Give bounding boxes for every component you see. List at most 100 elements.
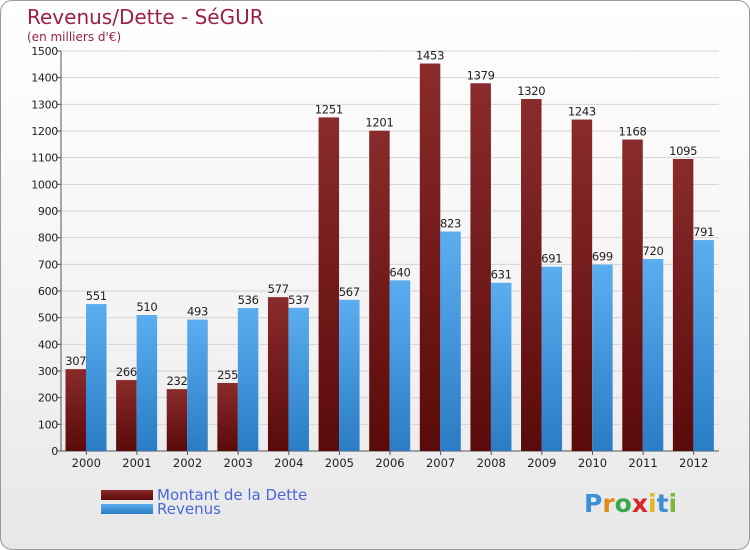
- bar-debt: [672, 159, 694, 451]
- bar-debt: [116, 380, 137, 451]
- y-tick-label: 1400: [31, 72, 58, 85]
- bar-debt: [318, 117, 340, 452]
- bar-revenue: [490, 282, 512, 451]
- bar-debt: [166, 389, 188, 451]
- y-tick-label: 400: [38, 338, 58, 351]
- proxiti-logo: Proxiti: [584, 489, 677, 518]
- data-label-debt: 1168: [618, 125, 646, 139]
- data-label-debt: 307: [65, 354, 86, 368]
- y-tick-label: 700: [38, 258, 58, 271]
- data-label-revenue: 640: [389, 265, 410, 279]
- legend-swatch-debt: [101, 490, 153, 500]
- y-tick-label: 900: [38, 205, 58, 218]
- bar-debt: [217, 383, 238, 451]
- bar-revenue: [592, 264, 613, 451]
- bar-revenue: [86, 304, 107, 451]
- bar-debt: [65, 369, 86, 451]
- x-tick-label: 2009: [527, 456, 556, 470]
- bar-debt: [267, 297, 289, 451]
- data-label-revenue: 720: [642, 244, 663, 258]
- bar-revenue: [693, 240, 714, 451]
- bar-debt: [571, 119, 593, 452]
- data-label-debt: 1095: [669, 144, 697, 158]
- x-tick-label: 2006: [375, 456, 404, 470]
- logo-letter: P: [584, 489, 603, 518]
- x-tick-label: 2012: [679, 456, 708, 470]
- data-label-debt: 232: [166, 374, 187, 388]
- logo-letter: i: [648, 489, 657, 518]
- x-tick-label: 2002: [173, 456, 202, 470]
- bar-debt: [419, 63, 441, 452]
- bar-revenue: [237, 308, 259, 451]
- bar-debt: [622, 139, 643, 452]
- data-label-debt: 1453: [416, 49, 444, 63]
- y-tick-label: 0: [51, 445, 58, 458]
- legend-item-revenue: Revenus: [101, 500, 221, 518]
- x-tick-label: 2011: [628, 456, 657, 470]
- bars: [65, 63, 714, 452]
- data-label-revenue: 823: [440, 217, 461, 231]
- x-tick-label: 2005: [325, 456, 354, 470]
- data-label-revenue: 791: [693, 225, 714, 239]
- y-tick-label: 1100: [31, 152, 58, 165]
- chart-title: Revenus/Dette - SéGUR: [27, 5, 264, 29]
- y-tick-label: 1200: [31, 125, 58, 138]
- legend-label-revenue: Revenus: [157, 500, 221, 518]
- bar-debt: [521, 99, 542, 451]
- legend-item-debt: Montant de la Dette: [101, 486, 308, 504]
- y-tick-label: 200: [38, 392, 58, 405]
- x-tick-label: 2007: [426, 456, 455, 470]
- x-tick-label: 2000: [72, 456, 101, 470]
- bar-revenue: [136, 315, 158, 451]
- legend-swatch-revenue: [101, 504, 153, 514]
- data-label-debt: 1201: [365, 116, 393, 130]
- y-tick-label: 500: [38, 312, 58, 325]
- bar-revenue: [642, 259, 664, 451]
- bar-revenue: [339, 299, 360, 451]
- data-label-revenue: 510: [136, 300, 157, 314]
- y-tick-label: 600: [38, 285, 58, 298]
- y-tick-label: 300: [38, 365, 58, 378]
- legend-label-debt: Montant de la Dette: [157, 486, 308, 504]
- y-tick-label: 1300: [31, 98, 58, 111]
- y-tick-label: 800: [38, 232, 58, 245]
- y-tick-label: 1500: [31, 45, 58, 58]
- data-label-debt: 1251: [315, 102, 343, 116]
- bar-revenue: [187, 319, 208, 451]
- data-label-revenue: 537: [288, 293, 309, 307]
- x-tick-label: 2010: [578, 456, 607, 470]
- bar-revenue: [389, 280, 411, 451]
- bar-debt: [369, 130, 390, 451]
- bar-revenue: [541, 266, 563, 451]
- bar-debt: [470, 83, 491, 452]
- logo-letter: o: [614, 489, 632, 518]
- data-label-debt: 266: [116, 365, 137, 379]
- data-label-debt: 1379: [467, 68, 495, 82]
- data-label-debt: 1320: [517, 84, 545, 98]
- y-tick-label: 1000: [31, 178, 58, 191]
- data-label-revenue: 691: [541, 252, 562, 266]
- data-label-revenue: 699: [592, 250, 613, 264]
- logo-letter: x: [631, 489, 648, 518]
- data-label-revenue: 536: [238, 293, 259, 307]
- data-label-debt: 255: [217, 368, 238, 382]
- x-tick-label: 2004: [274, 456, 303, 470]
- x-tick-label: 2008: [477, 456, 506, 470]
- chart-subtitle: (en milliers d'€): [27, 30, 122, 44]
- y-tick-label: 100: [38, 418, 58, 431]
- logo-letter: t: [656, 489, 669, 518]
- bar-revenue: [440, 231, 461, 451]
- logo-letter: i: [668, 489, 678, 518]
- x-tick-label: 2003: [224, 456, 253, 470]
- data-label-revenue: 631: [491, 268, 512, 282]
- data-label-revenue: 493: [187, 305, 208, 319]
- axes: 0 100 200 300 400 500 600 700 800 900 1000 1100 1200…: [31, 45, 719, 470]
- data-label-revenue: 567: [339, 285, 360, 299]
- data-label-revenue: 551: [86, 289, 107, 303]
- logo-letter: r: [602, 489, 615, 518]
- data-label-debt: 577: [268, 282, 289, 296]
- data-label-debt: 1243: [568, 105, 596, 119]
